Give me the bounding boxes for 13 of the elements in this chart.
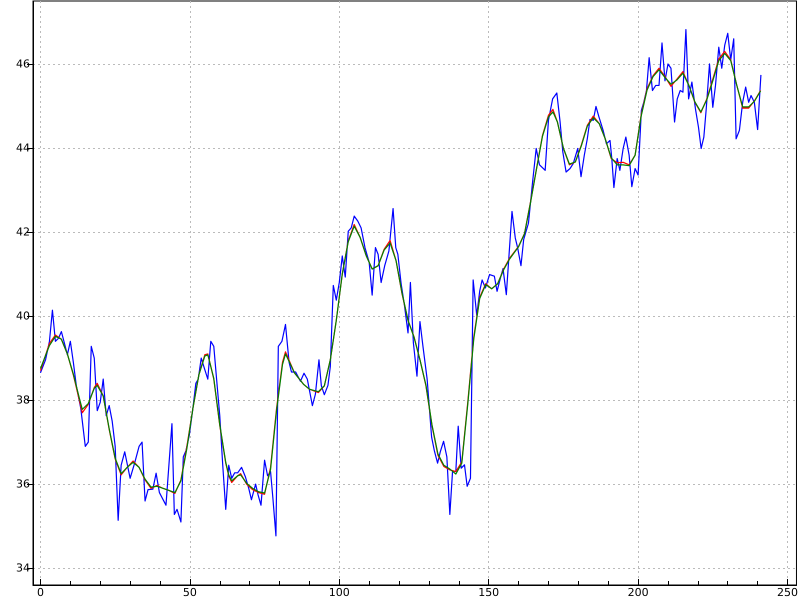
x-tick-label: 50 [182, 586, 197, 598]
x-tick-label: 250 [777, 586, 798, 598]
y-tick-label: 36 [16, 478, 30, 491]
y-tick-label: 42 [16, 226, 30, 239]
x-tick-label: 200 [628, 586, 649, 598]
x-tick-label: 100 [328, 586, 350, 598]
x-tick-label: 0 [36, 586, 44, 598]
y-tick-label: 40 [16, 310, 30, 323]
x-tick-label: 150 [478, 586, 500, 598]
y-tick-label: 38 [16, 394, 30, 407]
y-tick-label: 34 [16, 562, 30, 575]
y-tick-label: 46 [16, 58, 30, 71]
y-tick-label: 44 [16, 142, 30, 155]
